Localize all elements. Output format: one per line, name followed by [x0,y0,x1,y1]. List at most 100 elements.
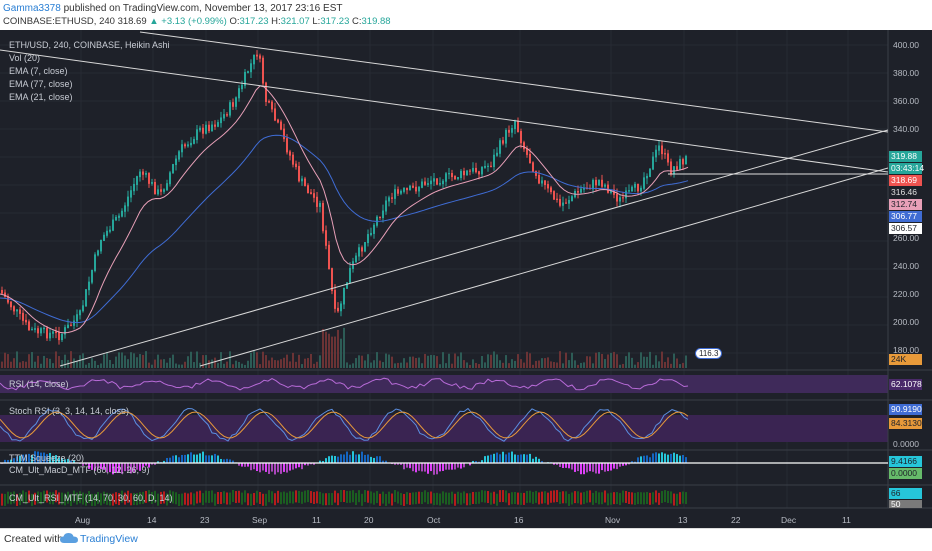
tradingview-cloud-icon[interactable] [60,532,78,544]
cmrsi-bar [334,491,336,503]
volume-bar [364,360,366,368]
legend-ema7[interactable]: EMA (7, close) [9,66,68,76]
cmrsi-bar [517,493,519,505]
chart-canvas[interactable] [0,30,932,528]
trendline-mid [0,50,888,172]
ttm-bar [193,455,195,463]
cmrsi-bar [370,491,372,503]
username-link[interactable]: Gamma3378 [3,3,61,14]
ttm-label[interactable]: TTM Squeeze (20) [9,453,84,463]
legend-ema77[interactable]: EMA (77, close) [9,79,73,89]
ttm-bar [328,456,330,463]
tradingview-link[interactable]: TradingView [80,533,138,545]
ttm-bar [583,463,585,474]
volume-bar [532,365,534,368]
volume-bar [7,354,9,368]
volume-bar [628,352,630,368]
ttm-bar [502,452,504,463]
volume-bar [49,359,51,368]
ttm-bar [295,463,297,468]
cmrsi-bar [502,490,504,502]
volume-bar [25,362,27,368]
ttm-bar [184,455,186,463]
volume-bar [178,365,180,368]
ttm-bar [592,463,594,472]
cmrsi-bar [595,491,597,503]
volume-bar [631,358,633,368]
ttm-bar [289,463,291,471]
cmrsi-bar [277,491,279,503]
ttm-bar [430,463,432,471]
legend-ema21[interactable]: EMA (21, close) [9,92,73,102]
cmrsi-bar [352,490,354,502]
ttm-bar [268,463,270,474]
volume-bar [463,360,465,368]
legend-vol[interactable]: Vol (20) [9,53,40,63]
volume-bar [424,354,426,368]
ttm-bar [301,463,303,469]
ttm-bar [532,459,534,463]
volume-bar [52,363,54,368]
cmrsi-bar [253,493,255,505]
ttm-bar [670,454,672,463]
cmrsi-bar [337,493,339,505]
volume-bar [673,354,675,368]
volume-bar [229,351,231,368]
cmrsi-bar [436,493,438,505]
volume-bar [76,361,78,368]
cmrsi-bar [625,491,627,503]
cmrsi-bar [634,493,636,505]
cmrsi-value-2: 50 [889,500,922,508]
volume-bar [181,365,183,368]
volume-bar [634,365,636,368]
cmrsi-bar [532,492,534,504]
volume-bar [175,364,177,368]
ttm-bar [202,452,204,463]
cmrsi-bar [571,492,573,504]
price-tick: 400.00 [893,40,919,50]
cmrsi-bar [514,492,516,504]
macd-label[interactable]: CM_Ult_MacD_MTF (60, 12, 26, 9) [9,465,150,475]
volume-bar [169,358,171,368]
volume-bar [286,355,288,368]
ttm-bar [403,463,405,469]
volume-bar [37,356,39,368]
stoch-d-value: 84.3130 [889,418,922,429]
chart-area[interactable]: ETH/USD, 240, COINBASE, Heikin Ashi Vol … [0,30,932,528]
volume-bar [4,353,6,368]
ttm-bar [514,454,516,463]
cmrsi-bar [667,491,669,503]
cmrsi-bar [457,492,459,504]
volume-bar [277,360,279,368]
stoch-label[interactable]: Stoch RSI (3, 3, 14, 14, close) [9,406,129,416]
cmrsi-bar [475,492,477,504]
ttm-bar [604,463,606,472]
cmrsi-bar [424,490,426,502]
volume-bar [316,362,318,368]
ttm-bar [253,463,255,469]
ttm-bar [433,463,435,475]
cmrsi-bar [289,491,291,503]
cmrsi-bar [541,492,543,504]
volume-bar [676,358,678,368]
volume-bar [136,357,138,368]
volume-bar [604,359,606,368]
volume-bar [325,332,327,368]
volume-bar [400,363,402,368]
ttm-bar [256,463,258,471]
cmrsi-label[interactable]: CM_Ult_RSI_MTF (14, 70, 30, 60, D, 14) [9,493,173,503]
volume-bar [262,352,264,368]
volume-bar [259,364,261,368]
ttm-bar [601,463,603,470]
volume-bar [646,357,648,368]
volume-bar [679,364,681,368]
cmrsi-bar [685,492,687,504]
ttm-bar [490,455,492,463]
ttm-bar [643,456,645,463]
cmrsi-bar [241,493,243,505]
trendline-support-2 [200,168,888,366]
rsi-label[interactable]: RSI (14, close) [9,379,69,389]
ttm-bar [499,454,501,463]
ttm-bar [325,458,327,463]
cmrsi-bar [631,492,633,504]
